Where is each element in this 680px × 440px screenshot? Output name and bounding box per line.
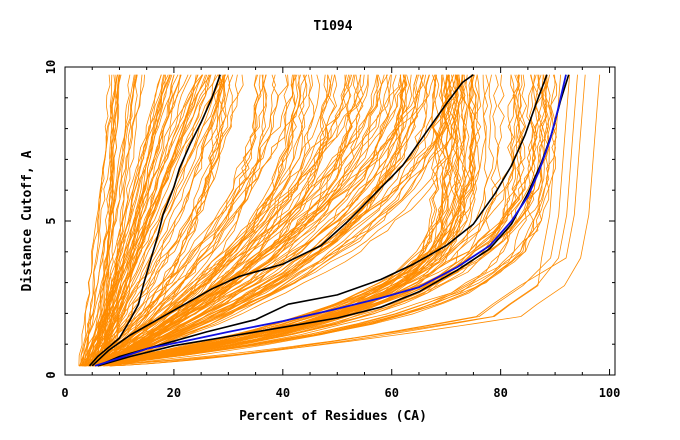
model-curve xyxy=(90,74,489,367)
model-curve xyxy=(106,74,430,367)
model-curve xyxy=(99,74,459,367)
model-curve xyxy=(109,74,264,367)
x-tick-label: 40 xyxy=(276,386,290,400)
model-curve xyxy=(89,74,468,367)
model-curve xyxy=(104,74,444,367)
y-tick-label: 0 xyxy=(44,371,58,378)
model-curve xyxy=(99,74,454,367)
y-tick-label: 5 xyxy=(44,217,58,224)
model-curve xyxy=(85,74,268,367)
model-curve xyxy=(100,74,336,367)
model-curve xyxy=(111,74,423,367)
model-curve xyxy=(90,74,279,367)
model-curve xyxy=(94,74,437,367)
model-curve xyxy=(94,74,388,367)
model-curve xyxy=(80,74,119,366)
model-curve xyxy=(105,74,466,367)
model-curve xyxy=(101,74,171,366)
model-curve xyxy=(80,74,138,366)
model-curve xyxy=(87,74,203,366)
highlighted-model-curve xyxy=(91,74,474,367)
model-curve xyxy=(91,74,135,366)
model-curve xyxy=(81,74,221,367)
model-curve xyxy=(111,74,447,367)
model-curve xyxy=(100,74,543,367)
model-curve xyxy=(110,74,192,366)
model-curve xyxy=(100,74,219,366)
model-curve xyxy=(95,74,226,367)
model-curve xyxy=(95,74,351,367)
model-curve xyxy=(86,74,225,366)
model-curve xyxy=(93,74,526,367)
model-curve xyxy=(99,74,379,367)
model-curve xyxy=(98,74,413,367)
model-curve xyxy=(83,74,231,367)
model-curve xyxy=(85,74,262,367)
model-curve xyxy=(106,74,353,367)
x-tick-label: 0 xyxy=(61,386,68,400)
x-axis-label: Percent of Residues (CA) xyxy=(239,409,427,424)
model-curve xyxy=(90,74,455,367)
model-curve xyxy=(82,74,145,366)
model-curve xyxy=(103,74,136,366)
x-tick-label: 100 xyxy=(599,386,621,400)
model-curve xyxy=(93,74,369,367)
model-curve xyxy=(95,74,365,367)
model-curve xyxy=(83,74,424,367)
model-curve xyxy=(84,74,601,367)
model-curve xyxy=(105,74,224,367)
model-curve xyxy=(85,74,551,367)
model-curve xyxy=(84,74,461,367)
model-curve xyxy=(92,74,521,367)
model-curve xyxy=(79,74,549,367)
model-curve xyxy=(100,74,296,367)
model-curve xyxy=(98,74,329,367)
model-curve xyxy=(84,74,535,367)
model-curve xyxy=(101,74,203,366)
tick-layer: 0 20 40 60 80 100 0 5 10 xyxy=(44,60,620,400)
model-curve xyxy=(91,74,137,366)
model-curve xyxy=(94,74,482,367)
highlighted-model-curve xyxy=(97,74,548,367)
model-curve xyxy=(98,74,298,367)
best-model-curve xyxy=(94,74,567,367)
highlighted-model-curve xyxy=(88,74,221,367)
model-curve xyxy=(99,74,234,367)
model-curve xyxy=(81,74,169,366)
model-curve xyxy=(103,74,138,366)
model-curve xyxy=(99,74,459,367)
model-curve xyxy=(91,74,539,367)
x-tick-label: 20 xyxy=(167,386,181,400)
model-curve xyxy=(85,74,111,366)
model-curve xyxy=(109,74,586,367)
model-curve xyxy=(109,74,430,367)
model-curve xyxy=(78,74,117,366)
model-curve xyxy=(110,74,223,367)
model-curve xyxy=(84,74,122,366)
model-curve xyxy=(81,74,206,366)
x-tick-label: 80 xyxy=(493,386,507,400)
model-curve xyxy=(94,74,199,366)
model-curve xyxy=(88,74,288,367)
model-curve xyxy=(103,74,118,366)
model-curve xyxy=(88,74,418,367)
series-layer xyxy=(78,74,601,367)
model-curve xyxy=(99,74,558,367)
model-curve xyxy=(104,74,359,367)
model-curve xyxy=(101,74,120,366)
model-curve xyxy=(87,74,401,367)
model-curve xyxy=(98,74,459,367)
y-axis-label: Distance Cutoff, A xyxy=(20,150,35,291)
y-tick-label: 10 xyxy=(44,60,58,74)
model-curve xyxy=(100,74,449,367)
chart-title: T1094 xyxy=(313,19,352,34)
model-curve xyxy=(90,74,390,367)
x-tick-label: 60 xyxy=(385,386,399,400)
model-curve xyxy=(98,74,204,366)
model-curve xyxy=(103,74,369,367)
model-curve xyxy=(83,74,549,367)
